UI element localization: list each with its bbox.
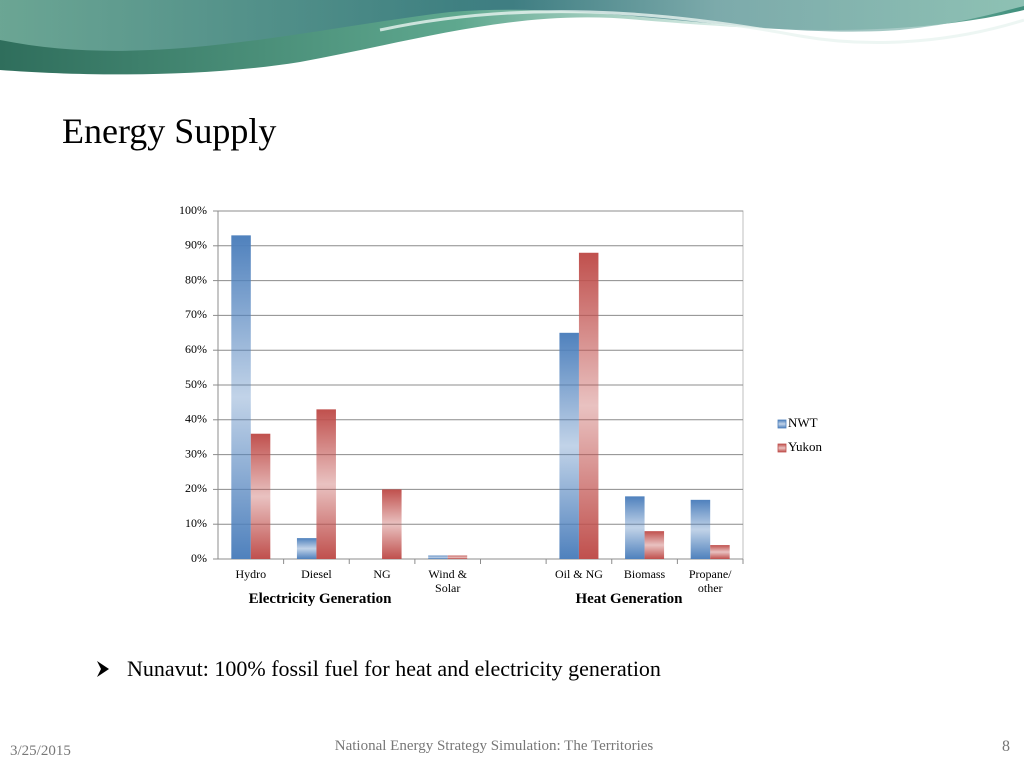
bar	[644, 531, 665, 559]
bar	[296, 538, 317, 559]
bar	[625, 496, 645, 559]
footer-title: National Energy Strategy Simulation: The…	[334, 738, 654, 754]
header-decoration	[0, 0, 1024, 75]
x-tick-label: NG	[373, 567, 391, 581]
y-tick-label: 60%	[185, 342, 207, 356]
group-label: Electricity Generation	[248, 591, 392, 607]
y-tick-label: 40%	[185, 412, 207, 426]
x-tick-label: Propane/ other	[688, 567, 732, 595]
y-tick-label: 30%	[185, 446, 207, 460]
bar	[250, 433, 271, 559]
bar	[710, 545, 730, 559]
bar	[447, 555, 468, 559]
page-number: 8	[1002, 738, 1010, 755]
bar	[690, 499, 711, 559]
legend-label: NWT	[788, 415, 818, 430]
bar	[382, 489, 402, 559]
legend-swatch	[777, 419, 787, 429]
bar	[578, 252, 599, 559]
legend-label: Yukon	[788, 439, 822, 454]
bar	[559, 332, 579, 559]
y-tick-label: 10%	[185, 516, 207, 530]
group-label: Heat Generation	[575, 591, 683, 607]
y-tick-label: 0%	[191, 551, 207, 565]
bullet-text: Nunavut: 100% fossil fuel for heat and e…	[127, 656, 661, 681]
y-tick-label: 70%	[185, 307, 207, 321]
slide-title: Energy Supply	[62, 111, 277, 151]
x-tick-label: Diesel	[301, 567, 332, 581]
bar	[231, 235, 251, 560]
y-tick-label: 50%	[185, 377, 207, 391]
y-tick-label: 100%	[179, 203, 207, 217]
x-tick-label: Oil & NG	[554, 567, 603, 581]
y-tick-label: 80%	[185, 272, 207, 286]
legend-swatch	[777, 443, 787, 453]
bullet-icon	[97, 661, 109, 677]
y-tick-label: 20%	[185, 481, 207, 495]
x-tick-label: Hydro	[235, 567, 267, 581]
bar	[316, 409, 336, 559]
bar	[428, 555, 448, 559]
x-tick-label: Biomass	[623, 567, 666, 581]
x-tick-label: Wind & Solar	[428, 567, 467, 595]
footer-date: 3/25/2015	[10, 743, 71, 759]
y-tick-label: 90%	[185, 238, 207, 252]
